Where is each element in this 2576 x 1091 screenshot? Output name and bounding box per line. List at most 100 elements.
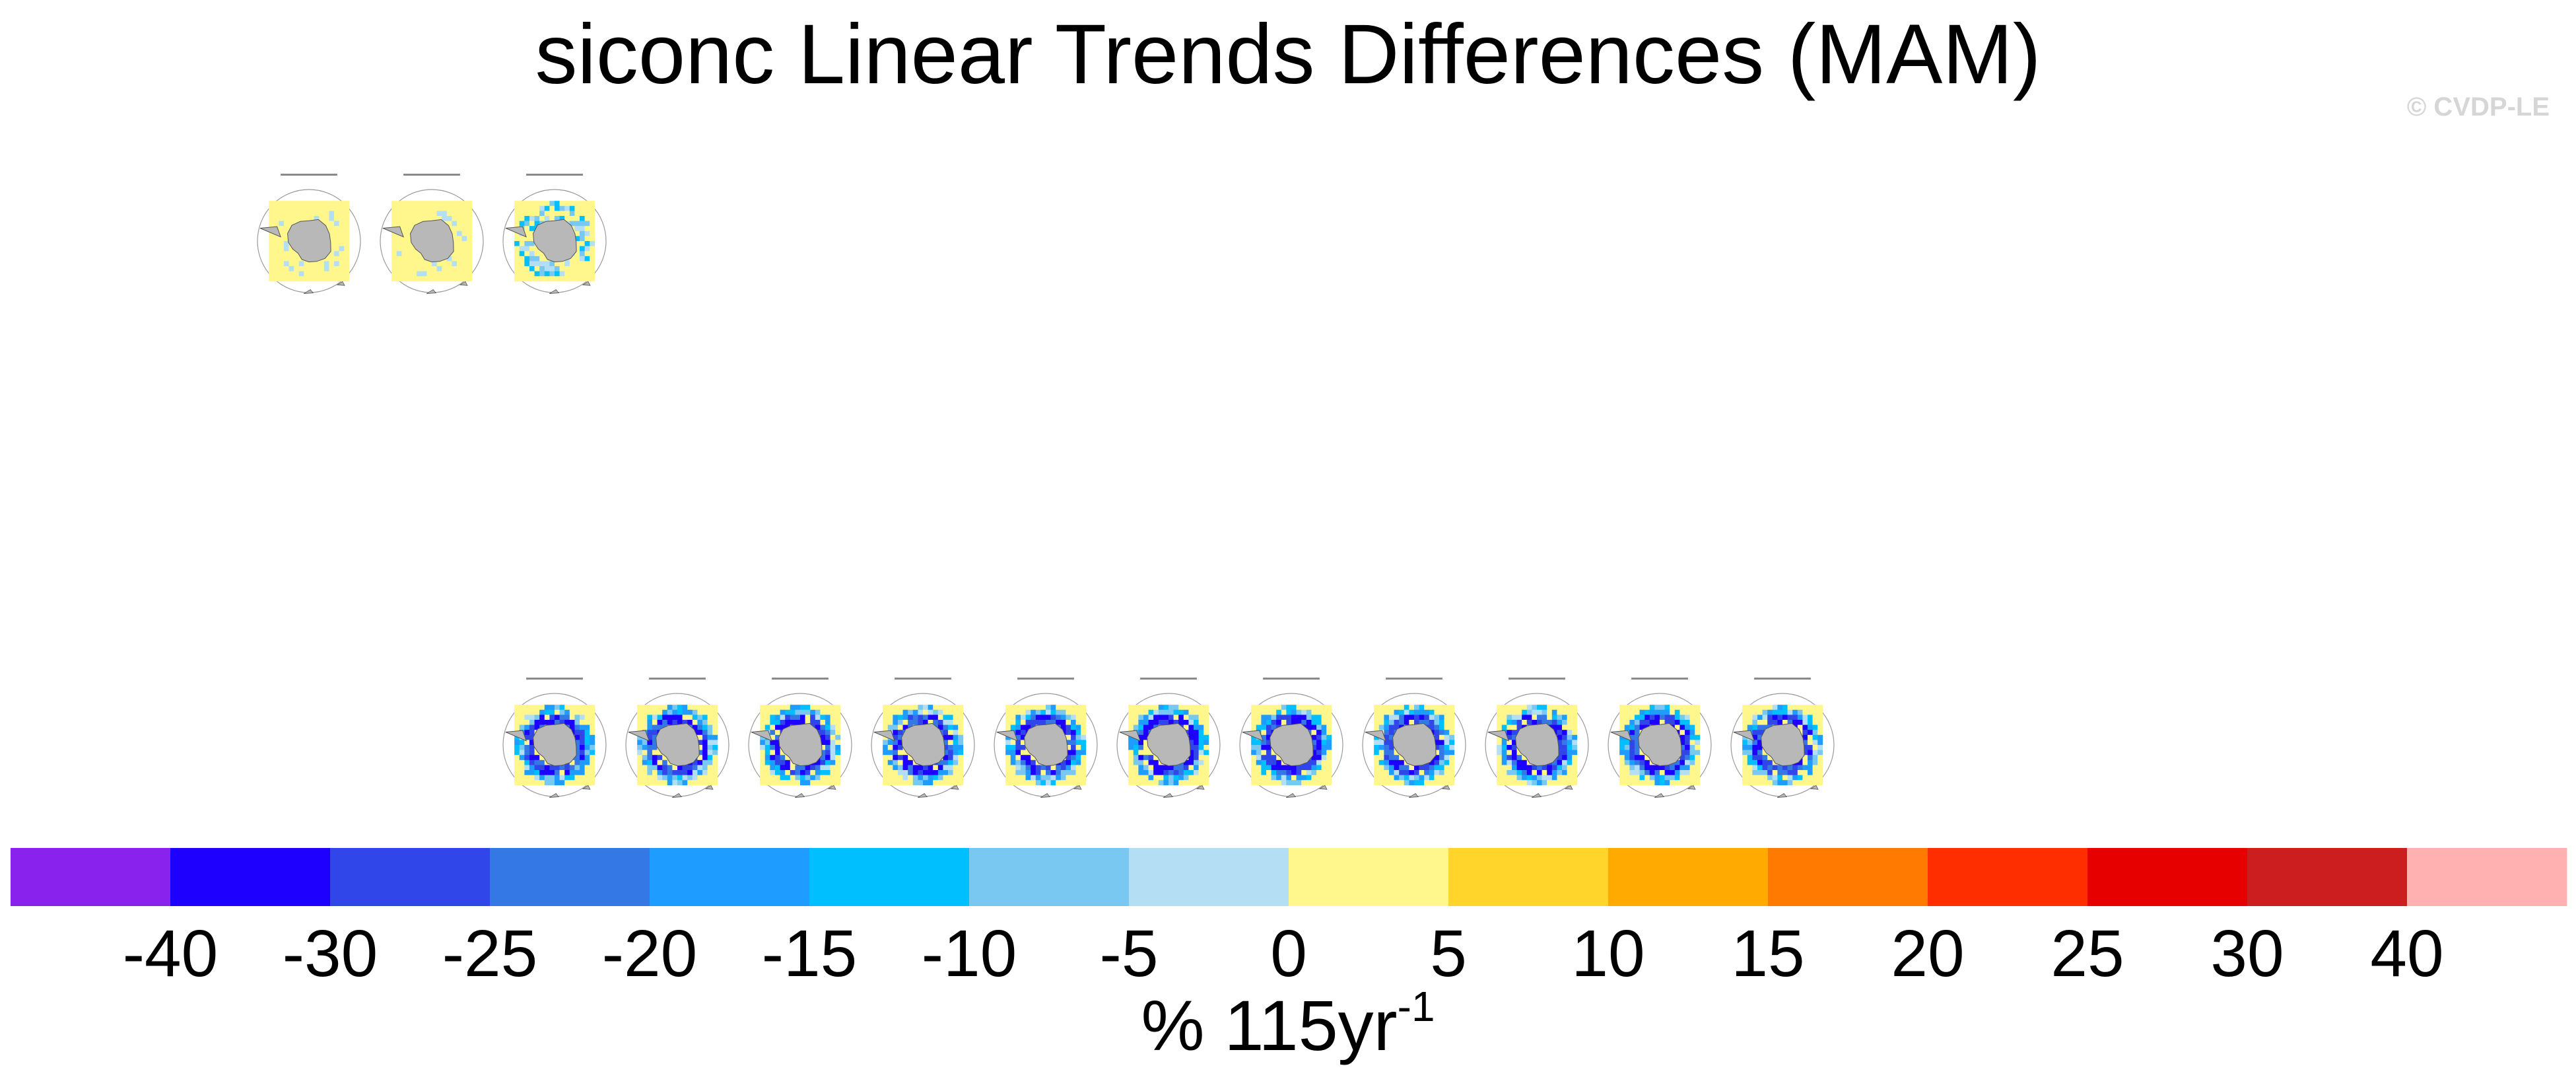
grid-cell [1679,719,1685,725]
grid-cell [1542,765,1547,771]
grid-cell [519,205,525,211]
grid-cell [1198,705,1204,711]
grid-cell [1567,715,1573,721]
grid-cell [702,780,708,786]
grid-cell [329,236,335,242]
grid-cell [1516,770,1522,775]
grid-cell [339,251,345,257]
grid-cell [279,226,285,232]
grid-cell [323,271,329,277]
grid-cell [329,205,335,211]
grid-cell [524,211,530,217]
grid-cell [283,246,289,252]
grid-cell [294,261,300,267]
grid-cell [1787,719,1793,725]
map-panel [1362,678,1466,798]
grid-cell [452,226,458,232]
grid-cell [1449,765,1455,771]
grid-cell [1767,759,1773,765]
grid-cell [1802,765,1808,771]
grid-cell [1005,740,1011,746]
grid-cell [820,750,826,756]
grid-cell [918,705,924,711]
grid-cell [785,719,791,725]
grid-cell [426,276,432,282]
grid-cell [692,775,698,781]
grid-cell [1388,745,1394,750]
grid-cell [1188,750,1194,756]
grid-cell [1516,715,1522,721]
grid-cell [1311,719,1317,725]
south-america-landmass [259,226,281,238]
grid-cell [534,770,540,775]
grid-cell [590,251,595,257]
grid-cell [1747,724,1753,730]
grid-cell [590,780,595,786]
grid-cell [1757,709,1763,715]
grid-cell [309,205,314,211]
grid-cell [1685,730,1690,736]
grid-cell [790,715,796,721]
grid-cell [1143,755,1149,761]
grid-cell [1046,709,1051,715]
grid-cell [642,724,648,730]
grid-cell [391,236,397,242]
grid-cell [1542,775,1547,781]
grid-cell [524,276,530,282]
grid-cell [1501,724,1507,730]
grid-cell [1674,775,1680,781]
island-landmass [1196,785,1205,790]
grid-cell [958,745,964,750]
grid-cell [467,236,473,242]
grid-cell [555,211,560,217]
grid-cell [539,261,545,267]
grid-cell [1173,775,1179,781]
grid-cell [555,715,560,721]
grid-cell [1762,775,1768,781]
grid-cell [887,755,893,761]
grid-cell [1010,705,1016,711]
grid-cell [902,765,908,771]
grid-cell [1812,740,1818,746]
grid-cell [1281,705,1287,711]
grid-cell [539,266,545,271]
grid-cell [805,775,811,781]
grid-cell [923,715,928,721]
grid-cell [519,266,525,271]
grid-cell [943,780,949,786]
grid-cell [574,226,580,232]
grid-cell [835,740,841,746]
grid-cell [529,770,535,775]
grid-cell [1056,775,1062,781]
grid-cell [1767,775,1773,781]
grid-cell [1138,775,1144,781]
grid-cell [1649,765,1655,771]
grid-cell [1066,734,1071,740]
grid-cell [539,755,545,761]
grid-cell [912,715,918,721]
grid-cell [1547,715,1553,721]
grid-cell [1075,780,1081,786]
grid-cell [712,765,718,771]
grid-cell [524,221,530,227]
grid-cell [304,211,310,217]
grid-cell [467,261,473,267]
grid-cell [1306,724,1312,730]
grid-cell [1777,765,1783,771]
grid-cell [1419,719,1425,725]
grid-cell [1439,709,1444,715]
grid-cell [396,205,402,211]
grid-cell [1439,759,1444,765]
grid-cell [544,765,550,771]
grid-cell [1695,775,1701,781]
grid-cell [692,780,698,786]
grid-cell [1424,765,1430,771]
grid-cell [1203,719,1209,725]
grid-cell [1501,719,1507,725]
grid-cell [294,211,300,217]
grid-cell [1010,715,1016,721]
grid-cell [1291,780,1297,786]
grid-cell [401,201,407,207]
grid-cell [1812,724,1818,730]
grid-cell [1449,709,1455,715]
